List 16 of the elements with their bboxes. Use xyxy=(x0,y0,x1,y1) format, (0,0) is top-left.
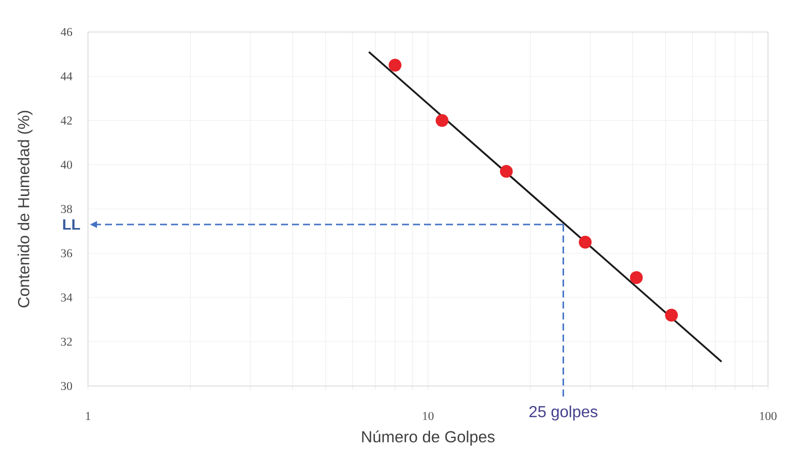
x-tick-label: 100 xyxy=(760,412,777,420)
y-tick-label: 38 xyxy=(61,204,72,214)
ref-line-label: 25 golpes xyxy=(529,406,598,420)
y-tick-label: 44 xyxy=(60,72,72,80)
x-axis-title: Número de Golpes xyxy=(362,430,495,446)
y-tick-label: 40 xyxy=(60,160,72,169)
y-tick-label: 46 xyxy=(60,28,72,36)
y-tick-label: 42 xyxy=(60,116,72,124)
ref-line-label: LL xyxy=(63,219,80,230)
y-tick-label: 32 xyxy=(61,338,72,346)
x-tick-label: 10 xyxy=(423,412,434,420)
x-tick-label: 1 xyxy=(86,412,90,420)
y-axis-title: Contenido de Humedad (%) xyxy=(18,110,32,308)
y-tick-label: 34 xyxy=(61,293,72,302)
y-tick-label: 30 xyxy=(61,382,72,390)
y-tick-label: 36 xyxy=(61,249,72,258)
